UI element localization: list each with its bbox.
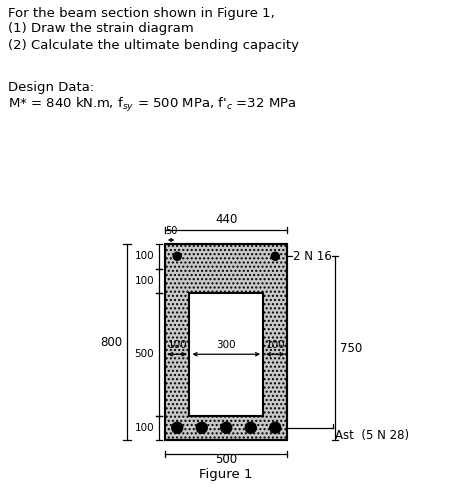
Text: 800: 800 (100, 336, 122, 348)
Text: 100: 100 (167, 340, 187, 350)
Text: 50: 50 (165, 226, 177, 236)
Circle shape (173, 252, 181, 260)
Text: 100: 100 (134, 423, 154, 433)
Text: For the beam section shown in Figure 1,: For the beam section shown in Figure 1, (8, 7, 275, 20)
Text: 2 N 16: 2 N 16 (293, 250, 332, 263)
Text: (1) Draw the strain diagram: (1) Draw the strain diagram (8, 22, 194, 35)
Text: 500: 500 (134, 349, 154, 359)
Text: 100: 100 (265, 340, 285, 350)
Text: 100: 100 (134, 276, 154, 286)
Circle shape (270, 422, 281, 433)
Circle shape (271, 252, 279, 260)
Circle shape (245, 422, 256, 433)
Text: (2) Calculate the ultimate bending capacity: (2) Calculate the ultimate bending capac… (8, 39, 299, 52)
Text: 440: 440 (215, 213, 237, 226)
Circle shape (172, 422, 183, 433)
Text: 100: 100 (134, 251, 154, 261)
Text: Design Data:: Design Data: (8, 81, 94, 94)
Bar (190, 293, 263, 415)
Circle shape (196, 422, 207, 433)
Circle shape (221, 422, 232, 433)
Text: 500: 500 (215, 453, 237, 466)
Text: M* = 840 kN.m, f$_{sy}$ = 500 MPa, f$'_c$ =32 MPa: M* = 840 kN.m, f$_{sy}$ = 500 MPa, f$'_c… (8, 96, 296, 114)
Text: Figure 1: Figure 1 (200, 468, 253, 481)
Bar (165, 244, 288, 440)
Text: 300: 300 (217, 340, 236, 350)
Text: 750: 750 (340, 342, 363, 354)
Bar (165, 244, 288, 440)
Text: Ast  (5 N 28): Ast (5 N 28) (336, 429, 410, 442)
